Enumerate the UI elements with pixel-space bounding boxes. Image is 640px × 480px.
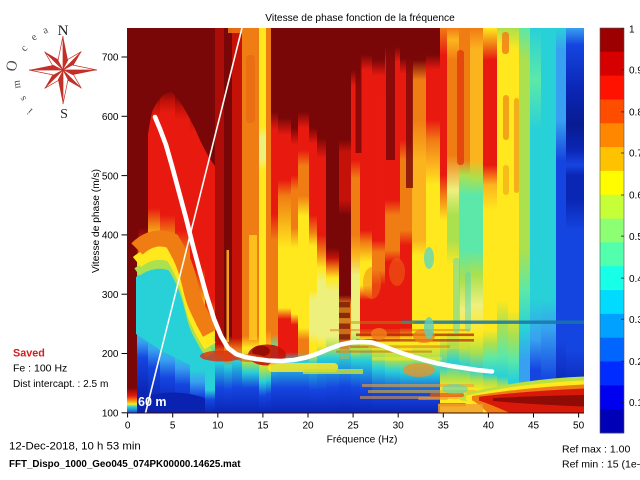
svg-text:0.4: 0.4 bbox=[629, 274, 640, 285]
svg-text:N: N bbox=[58, 23, 69, 39]
svg-text:Fe : 100 Hz: Fe : 100 Hz bbox=[13, 363, 67, 375]
svg-text:500: 500 bbox=[102, 171, 119, 182]
svg-text:Vitesse de phase fonction de l: Vitesse de phase fonction de la fréquenc… bbox=[265, 13, 455, 24]
svg-text:c: c bbox=[19, 43, 31, 54]
svg-text:a: a bbox=[41, 25, 50, 37]
svg-text:0.6: 0.6 bbox=[629, 191, 640, 202]
svg-text:0.7: 0.7 bbox=[629, 149, 640, 160]
svg-text:60 m: 60 m bbox=[138, 395, 167, 409]
svg-text:0.2: 0.2 bbox=[629, 357, 640, 368]
svg-text:i: i bbox=[25, 106, 35, 116]
svg-text:Vitesse de phase (m/s): Vitesse de phase (m/s) bbox=[91, 169, 102, 273]
svg-text:Saved: Saved bbox=[13, 348, 45, 360]
svg-text:45: 45 bbox=[528, 421, 540, 432]
svg-text:FFT_Dispo_1000_Geo045_074PK000: FFT_Dispo_1000_Geo045_074PK00000.14625.m… bbox=[9, 459, 241, 470]
svg-text:0: 0 bbox=[125, 421, 131, 432]
svg-text:O: O bbox=[4, 59, 22, 73]
svg-text:Ref max : 1.00: Ref max : 1.00 bbox=[562, 444, 630, 456]
svg-text:0.1: 0.1 bbox=[629, 398, 640, 409]
svg-text:30: 30 bbox=[393, 421, 405, 432]
svg-text:Ref min : 15 (1e-3): Ref min : 15 (1e-3) bbox=[562, 459, 640, 471]
svg-text:m: m bbox=[11, 79, 23, 89]
svg-text:5: 5 bbox=[170, 421, 176, 432]
svg-text:300: 300 bbox=[102, 290, 119, 301]
svg-text:S: S bbox=[60, 107, 68, 122]
svg-text:100: 100 bbox=[102, 409, 119, 420]
svg-text:0.9: 0.9 bbox=[629, 66, 640, 77]
svg-text:40: 40 bbox=[483, 421, 495, 432]
svg-text:0.3: 0.3 bbox=[629, 315, 640, 326]
svg-text:0.5: 0.5 bbox=[629, 232, 640, 243]
svg-text:15: 15 bbox=[257, 421, 269, 432]
svg-text:0.8: 0.8 bbox=[629, 108, 640, 119]
svg-text:e: e bbox=[29, 32, 40, 44]
svg-text:Dist intercapt. : 2.5 m: Dist intercapt. : 2.5 m bbox=[13, 379, 108, 390]
svg-text:35: 35 bbox=[438, 421, 450, 432]
svg-text:Fréquence (Hz): Fréquence (Hz) bbox=[327, 435, 398, 446]
svg-text:200: 200 bbox=[102, 349, 119, 360]
svg-text:12-Dec-2018, 10 h 53 min: 12-Dec-2018, 10 h 53 min bbox=[9, 441, 141, 453]
svg-text:25: 25 bbox=[348, 421, 360, 432]
svg-text:10: 10 bbox=[212, 421, 224, 432]
svg-text:20: 20 bbox=[302, 421, 314, 432]
svg-text:50: 50 bbox=[573, 421, 585, 432]
svg-text:1: 1 bbox=[629, 24, 635, 35]
svg-text:700: 700 bbox=[102, 53, 119, 64]
svg-text:600: 600 bbox=[102, 112, 119, 123]
svg-text:400: 400 bbox=[102, 231, 119, 242]
svg-text:s: s bbox=[18, 94, 30, 103]
